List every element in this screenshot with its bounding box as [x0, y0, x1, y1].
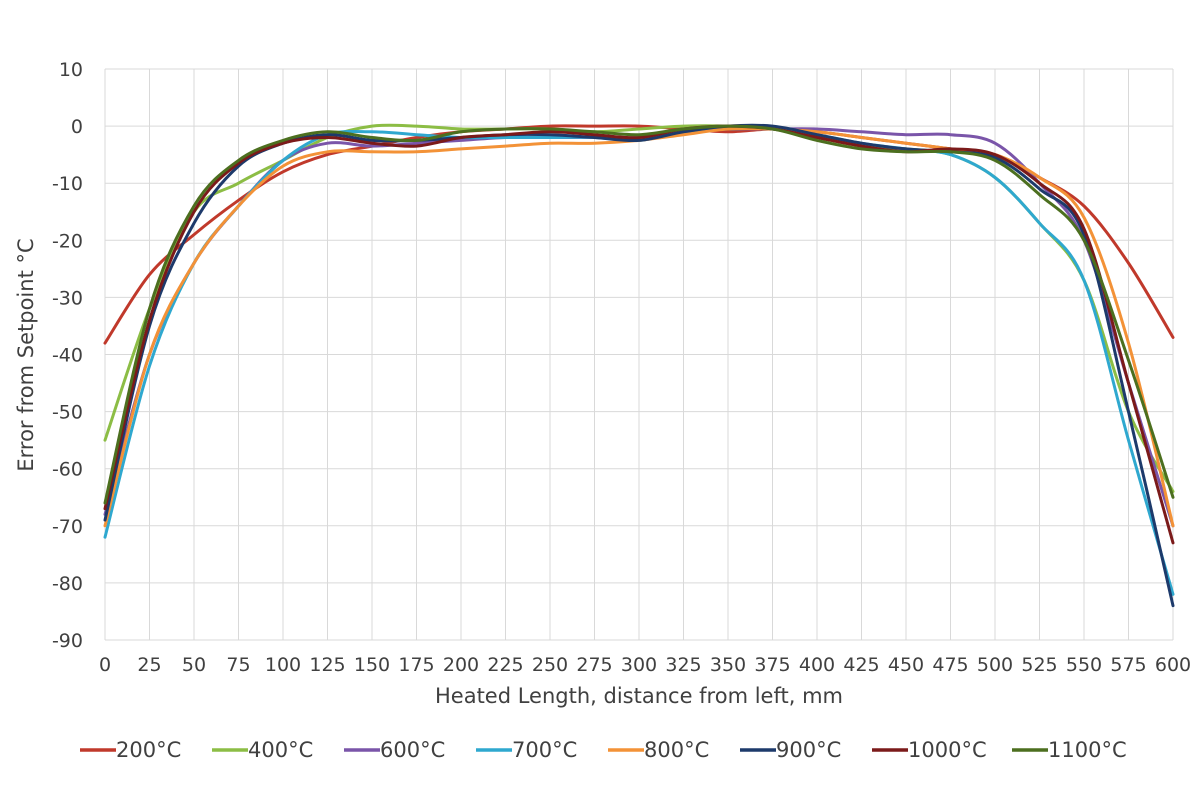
x-tick-label: 0	[99, 654, 111, 676]
series-line	[103, 124, 1175, 505]
x-tick-label: 125	[309, 654, 345, 676]
legend-label: 700°C	[512, 738, 577, 762]
y-axis-title: Error from Setpoint °C	[14, 238, 38, 471]
y-tick-label: -90	[52, 630, 83, 652]
legend-label: 1000°C	[908, 738, 987, 762]
legend: 200°C 400°C 600°C 700°C 800°C 900°C 1000°C 1100…	[80, 738, 1127, 762]
x-tick-label: 575	[1110, 654, 1146, 676]
legend-label: 800°C	[644, 738, 709, 762]
x-tick-label: 75	[226, 654, 250, 676]
x-tick-label: 275	[576, 654, 612, 676]
legend-label: 1100°C	[1048, 738, 1127, 762]
legend-label: 400°C	[248, 738, 313, 762]
x-tick-label: 400	[799, 654, 835, 676]
x-tick-label: 225	[487, 654, 523, 676]
y-tick-label: -70	[52, 516, 83, 538]
x-tick-label: 500	[977, 654, 1013, 676]
x-tick-label: 25	[137, 654, 161, 676]
x-tick-label: 425	[843, 654, 879, 676]
y-tick-label: -10	[52, 173, 83, 195]
y-tick-label: 0	[71, 116, 83, 138]
x-tick-label: 550	[1066, 654, 1102, 676]
legend-label: 200°C	[116, 738, 181, 762]
x-tick-label: 325	[665, 654, 701, 676]
x-tick-label: 250	[532, 654, 568, 676]
x-axis-title: Heated Length, distance from left, mm	[435, 684, 843, 708]
x-tick-label: 450	[888, 654, 924, 676]
x-tick-label: 600	[1155, 654, 1191, 676]
y-tick-label: -30	[52, 287, 83, 309]
y-tick-label: -20	[52, 230, 83, 252]
x-tick-label: 200	[443, 654, 479, 676]
x-tick-label: 175	[398, 654, 434, 676]
y-axis-ticks: 10 0 -10 -20 -30 -40 -50 -60 -70 -80 -90	[52, 59, 83, 652]
x-tick-label: 350	[710, 654, 746, 676]
series-lines	[103, 123, 1175, 608]
y-tick-label: -40	[52, 345, 83, 367]
y-tick-label: -80	[52, 573, 83, 595]
x-tick-label: 475	[932, 654, 968, 676]
legend-label: 600°C	[380, 738, 445, 762]
x-tick-label: 100	[265, 654, 301, 676]
series-line	[103, 124, 1175, 545]
y-tick-label: 10	[59, 59, 83, 81]
x-tick-label: 300	[621, 654, 657, 676]
x-tick-label: 525	[1021, 654, 1057, 676]
x-tick-label: 50	[182, 654, 206, 676]
y-tick-label: -60	[52, 459, 83, 481]
x-axis-ticks: 0 25 50 75 100 125 150 175 200 225 250 275 300 325 350…	[99, 654, 1191, 676]
legend-label: 900°C	[776, 738, 841, 762]
x-tick-label: 375	[754, 654, 790, 676]
y-tick-label: -50	[52, 402, 83, 424]
x-tick-label: 150	[354, 654, 390, 676]
